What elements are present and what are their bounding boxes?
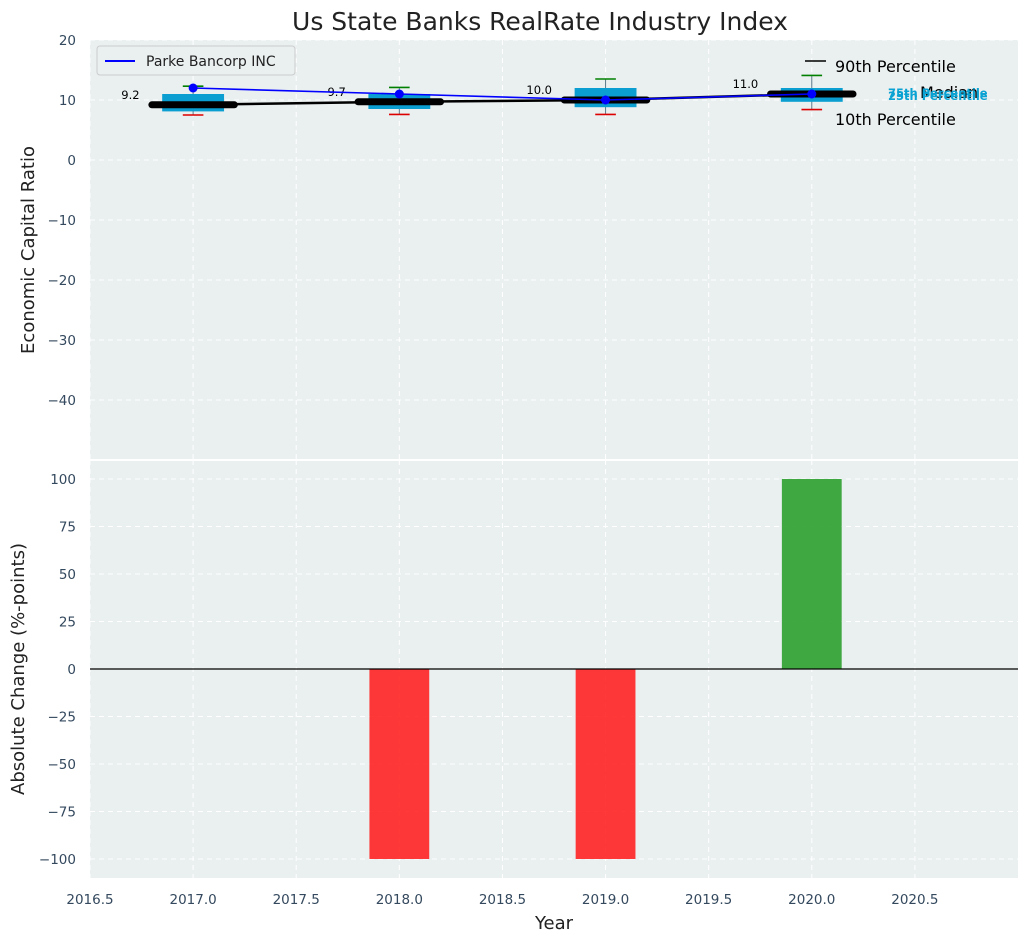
bottom-y-tick-label: 75 bbox=[59, 520, 76, 536]
series-point-parke-bancorp bbox=[394, 89, 404, 99]
bottom-y-tick-label: −25 bbox=[48, 710, 77, 726]
x-tick-label: 2019.0 bbox=[582, 892, 629, 908]
change-bar bbox=[781, 479, 842, 669]
x-tick-label: 2020.0 bbox=[788, 892, 835, 908]
series-point-parke-bancorp bbox=[807, 89, 817, 99]
bottom-y-tick-label: 100 bbox=[50, 472, 76, 488]
x-tick-label: 2019.5 bbox=[685, 892, 732, 908]
axis-ticks: 2016.5 2017.0 2017.5 2018.0 2018.5 2019.0 2019… bbox=[39, 33, 939, 908]
top-y-axis-label: Economic Capital Ratio bbox=[18, 146, 39, 354]
bottom-marks bbox=[90, 479, 1018, 859]
box-median-value-label: 10.0 bbox=[526, 83, 552, 97]
x-tick-label: 2020.5 bbox=[891, 892, 938, 908]
x-axis-label: Year bbox=[534, 913, 574, 934]
series-point-parke-bancorp bbox=[188, 83, 198, 93]
legend-label: Parke Bancorp INC bbox=[146, 54, 276, 70]
box-median-value-label: 9.2 bbox=[121, 88, 139, 102]
x-tick-label: 2017.5 bbox=[273, 892, 320, 908]
x-tick-label: 2017.0 bbox=[169, 892, 216, 908]
percentile-annotations: 90th Percentile Median 10th Percentile 7… bbox=[835, 57, 988, 129]
x-tick-label: 2016.5 bbox=[66, 892, 113, 908]
top-y-tick-label: −30 bbox=[48, 333, 77, 349]
top-y-tick-label: −10 bbox=[48, 213, 77, 229]
bottom-y-tick-label: 25 bbox=[59, 615, 76, 631]
p10-label: 10th Percentile bbox=[835, 110, 956, 129]
bottom-y-tick-label: −75 bbox=[48, 805, 77, 821]
series-point-parke-bancorp bbox=[601, 95, 611, 105]
series-line-parke-bancorp bbox=[193, 87, 812, 101]
bottom-y-tick-label: 50 bbox=[59, 567, 76, 583]
top-y-tick-label: −40 bbox=[48, 393, 77, 409]
top-y-tick-label: 20 bbox=[59, 33, 76, 49]
top-y-tick-label: 10 bbox=[59, 93, 76, 109]
top-y-tick-label: −20 bbox=[48, 273, 77, 289]
top-y-tick-label: 0 bbox=[67, 153, 76, 169]
p90-label: 90th Percentile bbox=[835, 57, 956, 76]
x-tick-label: 2018.5 bbox=[479, 892, 526, 908]
p25-label: 25th Percentile bbox=[888, 89, 988, 103]
top-plot-area bbox=[90, 40, 1018, 460]
change-bar bbox=[369, 669, 430, 859]
legend-box bbox=[96, 45, 296, 76]
p75-label: 75th Percentile bbox=[888, 86, 988, 100]
chart-title: Us State Banks RealRate Industry Index bbox=[292, 7, 788, 36]
legend: Parke Bancorp INC bbox=[96, 45, 296, 76]
bottom-y-tick-label: −100 bbox=[39, 852, 76, 868]
bottom-y-tick-label: −50 bbox=[48, 757, 77, 773]
bottom-y-tick-label: 0 bbox=[67, 662, 76, 678]
top-marks: 9.2 9.7 10.0 11.0 bbox=[121, 60, 857, 116]
change-bar bbox=[575, 669, 636, 859]
median-label: Median bbox=[920, 83, 978, 102]
x-tick-label: 2018.0 bbox=[376, 892, 423, 908]
box-median-value-label: 11.0 bbox=[733, 77, 759, 91]
bottom-y-axis-label: Absolute Change (%-points) bbox=[8, 543, 29, 795]
